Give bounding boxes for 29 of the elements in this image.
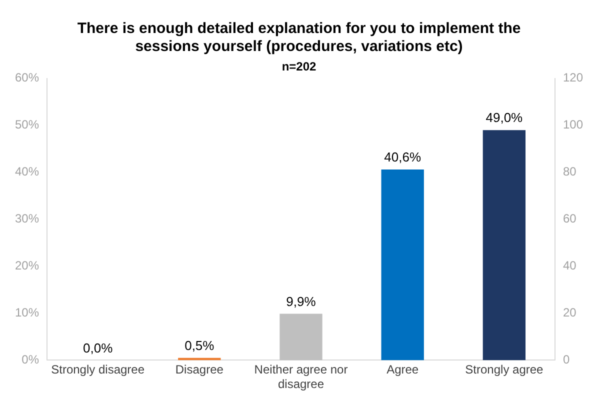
- y2-tick-label: 80: [562, 164, 577, 179]
- y-tick-label: 50%: [14, 118, 40, 132]
- y2-tick-label: 100: [562, 118, 584, 132]
- data-label: 0,0%: [82, 340, 114, 356]
- y-tick-label: 0%: [22, 352, 40, 367]
- bar: [280, 314, 322, 360]
- bar: [381, 170, 424, 360]
- y2-tick-label: 0: [562, 352, 570, 367]
- y-tick-label: 30%: [14, 212, 40, 226]
- x-tick-label: Neither agree nor disagree: [254, 362, 348, 392]
- y-tick-label: 20%: [14, 258, 40, 273]
- chart-subtitle: n=202: [282, 60, 317, 74]
- y-tick-label: 60%: [14, 70, 40, 85]
- x-tick-label: Agree: [386, 362, 419, 377]
- data-label: 0,5%: [184, 338, 215, 353]
- y2-tick-label: 20: [562, 306, 577, 320]
- data-label: 49,0%: [486, 110, 524, 126]
- chart-title: There is enough detailed explanation for you to implement the sessions yourself (procedures, variations etc): [77, 20, 521, 56]
- data-label: 9,9%: [286, 294, 316, 309]
- y2-tick-label: 60: [562, 212, 577, 226]
- y-tick-label: 10%: [14, 306, 40, 320]
- y-tick-label: 40%: [14, 164, 40, 179]
- x-tick-label: Strongly agree: [465, 362, 544, 377]
- x-tick-label: Disagree: [175, 362, 224, 377]
- data-label: 40,6%: [384, 150, 422, 165]
- bar: [482, 130, 526, 360]
- x-tick-label: Strongly disagree: [51, 362, 145, 377]
- y2-tick-label: 120: [562, 70, 584, 85]
- y2-tick-label: 40: [562, 258, 577, 273]
